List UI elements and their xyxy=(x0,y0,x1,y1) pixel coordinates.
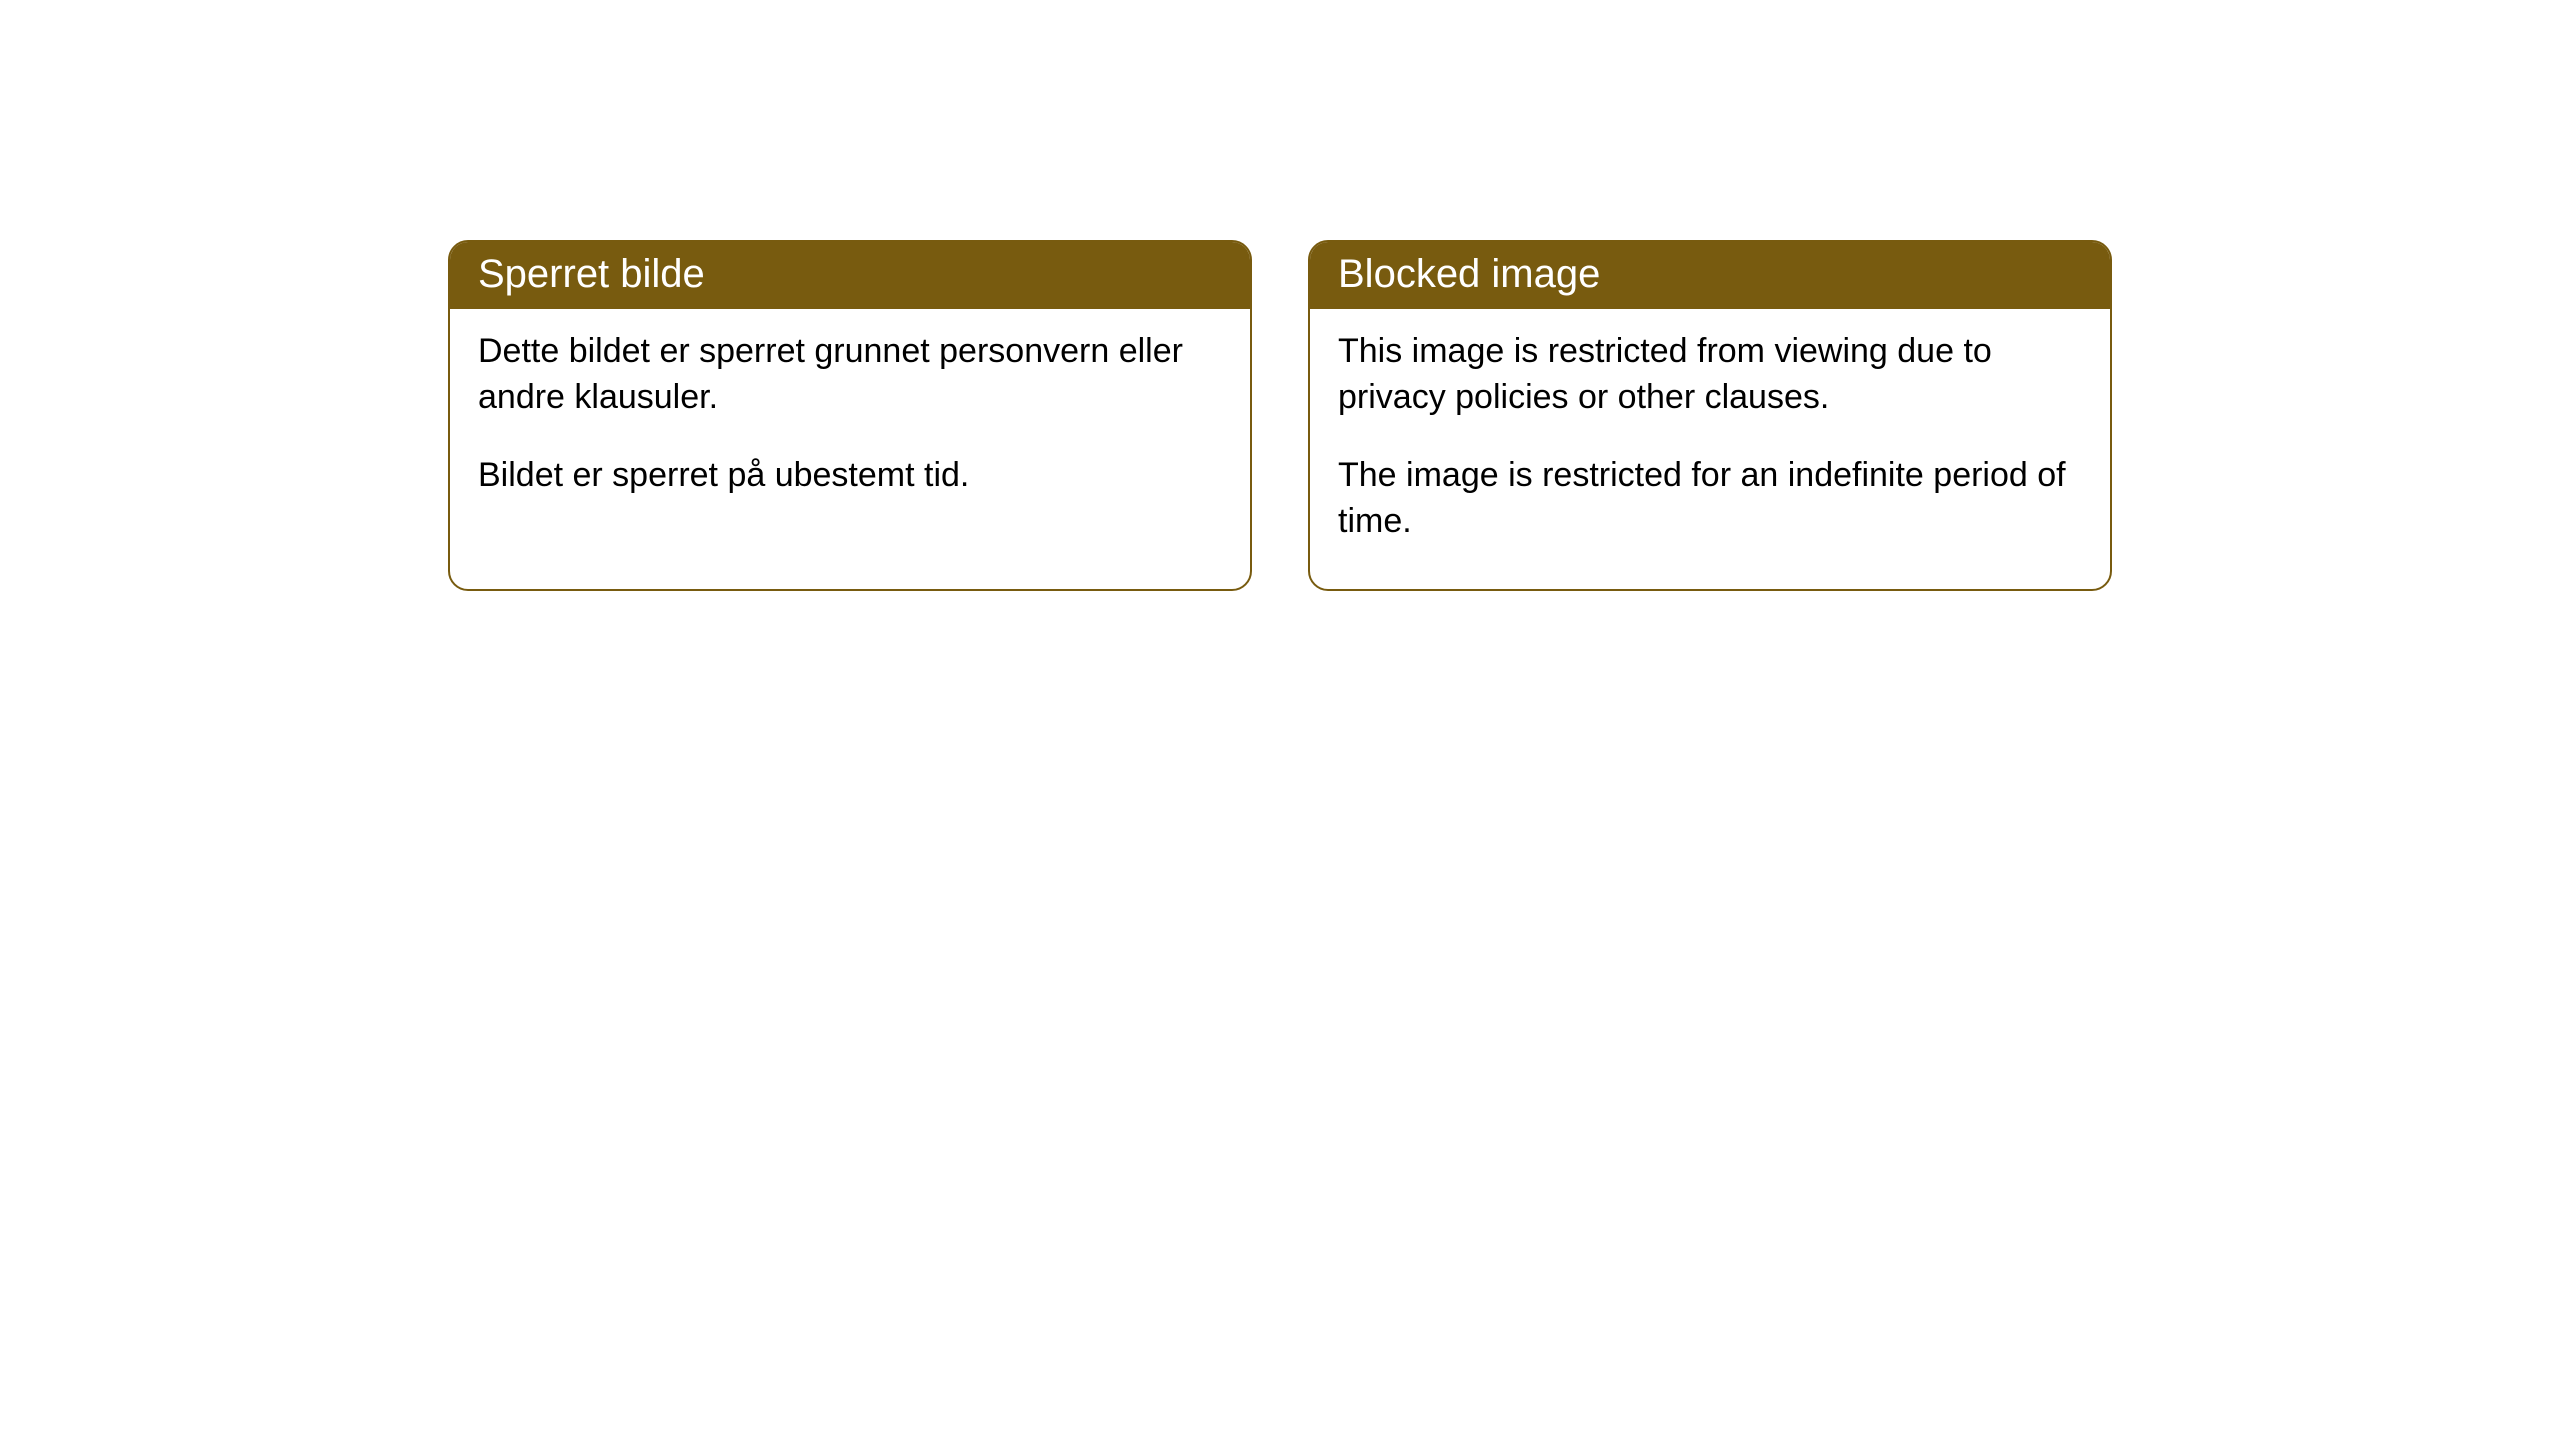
card-header: Sperret bilde xyxy=(450,242,1250,309)
card-paragraph: Bildet er sperret på ubestemt tid. xyxy=(478,453,1222,499)
card-title: Sperret bilde xyxy=(478,252,705,296)
card-paragraph: This image is restricted from viewing du… xyxy=(1338,329,2082,421)
card-header: Blocked image xyxy=(1310,242,2110,309)
card-body: This image is restricted from viewing du… xyxy=(1310,309,2110,589)
card-body: Dette bildet er sperret grunnet personve… xyxy=(450,309,1250,543)
card-title: Blocked image xyxy=(1338,252,1600,296)
notice-card-english: Blocked image This image is restricted f… xyxy=(1308,240,2112,591)
notice-card-norwegian: Sperret bilde Dette bildet er sperret gr… xyxy=(448,240,1252,591)
card-container: Sperret bilde Dette bildet er sperret gr… xyxy=(0,240,2560,591)
card-paragraph: The image is restricted for an indefinit… xyxy=(1338,453,2082,545)
card-paragraph: Dette bildet er sperret grunnet personve… xyxy=(478,329,1222,421)
